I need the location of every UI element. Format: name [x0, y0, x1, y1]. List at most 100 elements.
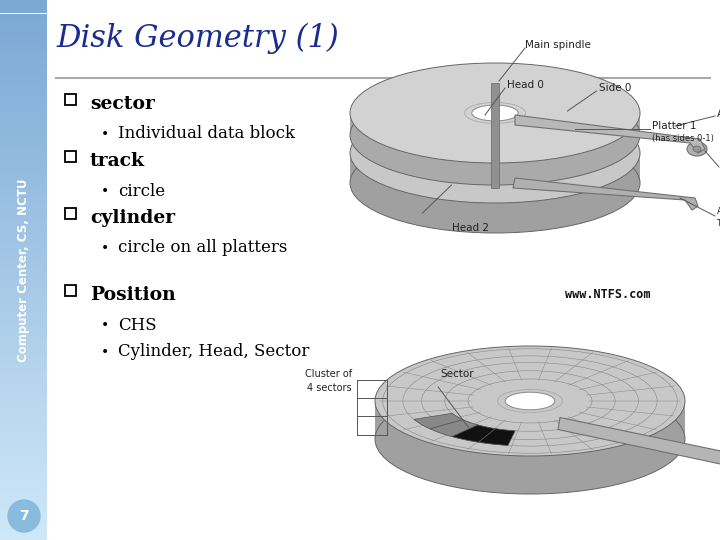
Text: Disk Geometry (1): Disk Geometry (1) [56, 22, 338, 53]
Bar [0, 238, 47, 240]
Bar [0, 386, 47, 389]
Bar [0, 119, 47, 122]
Bar [0, 248, 47, 251]
Bar [0, 305, 47, 308]
Bar [0, 86, 47, 89]
Text: sector: sector [90, 95, 155, 113]
Bar [0, 178, 47, 181]
Bar [0, 448, 47, 451]
Bar [0, 19, 47, 22]
Bar [0, 402, 47, 405]
Bar [0, 432, 47, 435]
Bar [0, 59, 47, 62]
Bar [0, 192, 47, 194]
Bar [0, 84, 47, 86]
Polygon shape [350, 153, 640, 183]
Bar [0, 57, 47, 59]
Text: Cluster of: Cluster of [305, 369, 352, 379]
Bar [0, 103, 47, 105]
Polygon shape [350, 113, 640, 135]
Bar [0, 500, 47, 502]
Bar [0, 267, 47, 270]
Bar [0, 224, 47, 227]
Bar [0, 38, 47, 40]
Bar [0, 24, 47, 27]
Bar [0, 0, 47, 3]
Text: Sector: Sector [440, 369, 474, 379]
Bar [0, 397, 47, 400]
Bar [0, 94, 47, 97]
Bar [0, 111, 47, 113]
Bar [0, 254, 47, 256]
Bar [65, 285, 76, 296]
Text: •: • [101, 127, 109, 141]
Bar [0, 462, 47, 464]
Bar [0, 251, 47, 254]
Ellipse shape [687, 142, 707, 156]
Bar [0, 219, 47, 221]
Bar [0, 259, 47, 262]
Circle shape [8, 500, 40, 532]
Text: Side 0: Side 0 [599, 83, 631, 93]
Bar [0, 181, 47, 184]
Bar [0, 364, 47, 367]
Bar [0, 273, 47, 275]
Bar [0, 459, 47, 462]
Bar [0, 348, 47, 351]
Bar [0, 232, 47, 235]
Bar [0, 400, 47, 402]
Ellipse shape [505, 392, 555, 410]
Polygon shape [414, 413, 463, 429]
Bar [0, 27, 47, 30]
Bar [0, 43, 47, 46]
Bar [0, 356, 47, 359]
Bar [0, 443, 47, 445]
Bar [65, 151, 76, 162]
Bar [0, 62, 47, 65]
Bar [0, 535, 47, 537]
Bar [0, 265, 47, 267]
Text: Main spindle: Main spindle [525, 40, 591, 50]
Text: circle on all platters: circle on all platters [118, 240, 287, 256]
Bar [0, 351, 47, 354]
Bar [0, 343, 47, 346]
Text: 4 sectors: 4 sectors [307, 383, 352, 393]
Bar [0, 418, 47, 421]
Bar [0, 362, 47, 364]
Bar [0, 127, 47, 130]
Bar [0, 197, 47, 200]
Bar [0, 46, 47, 49]
Bar [0, 216, 47, 219]
Bar [0, 289, 47, 292]
Bar [0, 200, 47, 202]
Text: •: • [101, 184, 109, 198]
Bar [0, 11, 47, 14]
Polygon shape [451, 425, 495, 442]
Ellipse shape [350, 103, 640, 203]
Bar [0, 424, 47, 427]
Text: Individual data block: Individual data block [118, 125, 295, 143]
Bar [0, 173, 47, 176]
Bar [0, 246, 47, 248]
Bar [0, 427, 47, 429]
Text: cylinder: cylinder [90, 209, 175, 227]
Bar [0, 392, 47, 394]
Text: Computer Center, CS, NCTU: Computer Center, CS, NCTU [17, 178, 30, 362]
Bar [0, 208, 47, 211]
Bar [65, 94, 76, 105]
Bar [0, 78, 47, 81]
Bar [0, 494, 47, 497]
Bar [0, 22, 47, 24]
Bar [0, 324, 47, 327]
Bar [0, 486, 47, 489]
Bar [0, 70, 47, 73]
Bar [0, 81, 47, 84]
Bar [0, 332, 47, 335]
Bar [0, 510, 47, 513]
Text: Head 2: Head 2 [451, 223, 488, 233]
Bar [0, 338, 47, 340]
Bar [0, 292, 47, 294]
Bar [0, 162, 47, 165]
Bar [0, 30, 47, 32]
Text: Platter 1: Platter 1 [652, 121, 696, 131]
